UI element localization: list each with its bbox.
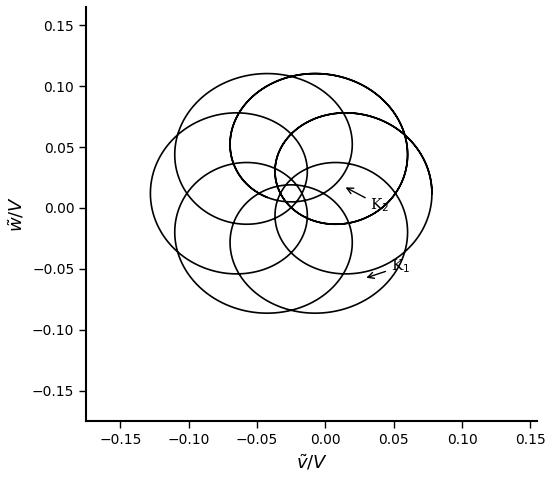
Text: K$_1$: K$_1$: [368, 258, 410, 278]
Text: K$_2$: K$_2$: [347, 188, 390, 215]
X-axis label: $\tilde{v}/V$: $\tilde{v}/V$: [296, 453, 328, 472]
Y-axis label: $\tilde{w}/V$: $\tilde{w}/V$: [7, 196, 27, 232]
